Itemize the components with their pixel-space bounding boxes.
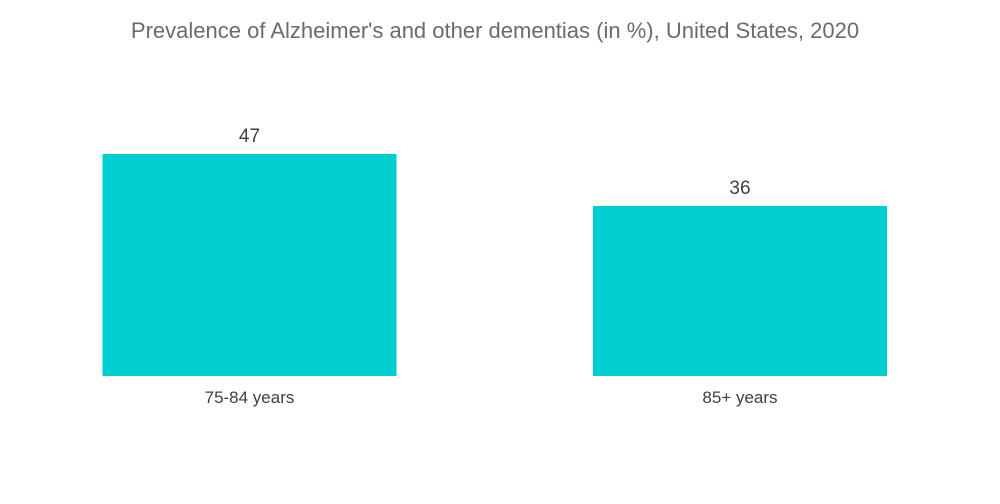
bar-2	[593, 206, 887, 376]
data-label-2: 36	[729, 178, 750, 199]
plot-area: 47 75-84 years 36 85+ years	[102, 126, 887, 407]
bar-1	[102, 154, 397, 376]
data-label-1: 47	[239, 126, 260, 147]
chart-title: Prevalence of Alzheimer's and other deme…	[131, 18, 859, 43]
x-tick-label-2: 85+ years	[702, 388, 777, 407]
x-tick-label-1: 75-84 years	[205, 388, 295, 407]
